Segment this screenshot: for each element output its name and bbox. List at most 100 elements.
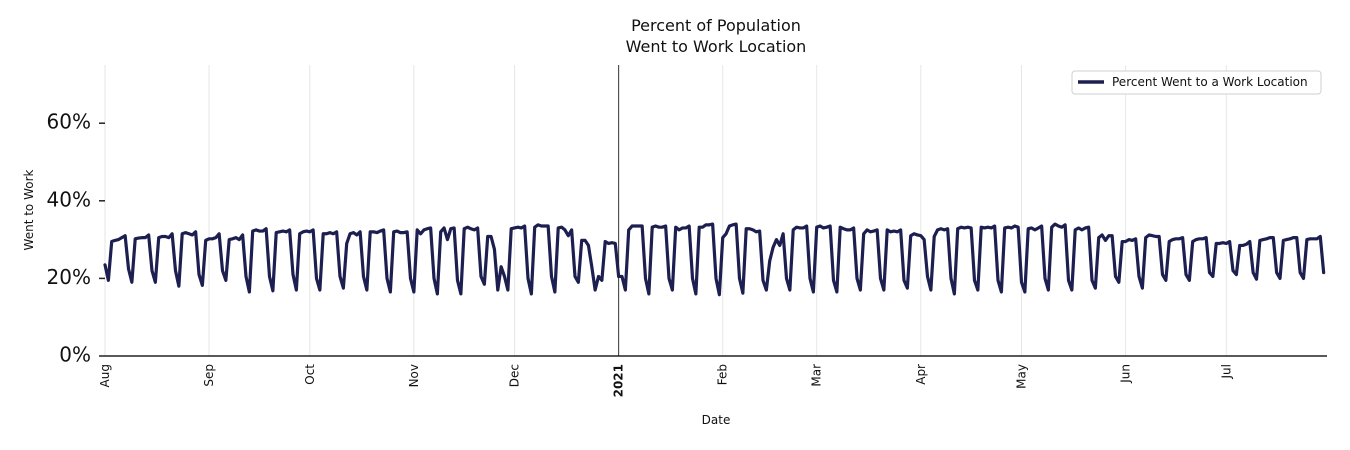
data-point (718, 293, 721, 296)
data-point (436, 293, 439, 295)
data-point (117, 238, 120, 241)
data-point (903, 279, 905, 282)
data-point (742, 292, 744, 294)
data-point (433, 277, 435, 280)
data-point (272, 290, 274, 292)
data-point (164, 235, 167, 238)
data-point (1201, 238, 1204, 240)
data-point (1252, 271, 1254, 274)
data-point (1034, 229, 1036, 231)
data-point (1074, 229, 1077, 231)
data-point (1151, 234, 1154, 237)
data-point (614, 242, 617, 245)
data-point (862, 232, 865, 235)
data-point (1027, 227, 1030, 230)
y-tick-label: 40% (47, 187, 91, 211)
data-point (550, 275, 553, 278)
data-point (1144, 236, 1147, 239)
data-point (322, 232, 325, 235)
data-point (1171, 238, 1174, 241)
data-point (476, 227, 479, 229)
data-point (956, 227, 959, 230)
x-tick-label: Sep (202, 364, 216, 387)
data-point (876, 229, 878, 231)
data-point (406, 231, 408, 233)
data-point (950, 277, 952, 280)
data-point (1269, 236, 1271, 239)
data-point (507, 289, 509, 291)
data-point (590, 265, 593, 268)
data-point (409, 277, 412, 280)
data-point (503, 275, 506, 278)
data-point (540, 225, 543, 227)
data-point (604, 240, 607, 243)
data-point (980, 226, 983, 228)
data-point (728, 225, 731, 227)
data-point (695, 293, 697, 295)
data-point (1084, 227, 1087, 229)
data-point (802, 227, 805, 229)
data-point (1020, 281, 1023, 284)
data-point (775, 238, 778, 241)
data-point (765, 289, 768, 291)
data-point (926, 275, 929, 278)
data-point (245, 275, 247, 278)
data-point (1316, 238, 1318, 240)
data-point (282, 230, 284, 232)
data-point (1262, 238, 1265, 241)
data-point (768, 260, 771, 262)
data-point (104, 264, 106, 266)
data-point (402, 231, 405, 234)
data-point (1238, 244, 1241, 247)
data-point (1279, 277, 1281, 280)
data-point (580, 239, 583, 242)
series-points (104, 223, 1325, 296)
x-tick-label: Dec (508, 364, 522, 387)
data-point (829, 225, 831, 227)
data-point (909, 234, 912, 237)
data-point (782, 232, 784, 235)
data-point (174, 269, 177, 272)
data-point (456, 279, 459, 282)
data-point (500, 265, 502, 268)
data-point (691, 277, 694, 280)
data-point (856, 277, 858, 280)
data-point (1054, 223, 1056, 225)
data-point (560, 226, 563, 228)
data-point (688, 225, 690, 227)
data-point (738, 277, 741, 280)
data-point (1309, 238, 1312, 240)
data-point (755, 231, 758, 233)
chart-title-line-1: Percent of Population (631, 16, 801, 35)
data-point (154, 281, 157, 284)
data-point (533, 226, 536, 228)
data-point (231, 238, 234, 240)
legend-box (1071, 70, 1322, 95)
data-point (1057, 225, 1060, 227)
data-point (107, 279, 110, 282)
data-point (1148, 234, 1150, 236)
data-point (1188, 279, 1191, 282)
data-point (419, 232, 422, 235)
data-point (342, 287, 345, 289)
data-point (490, 235, 492, 238)
data-point (1141, 287, 1144, 289)
data-point (1067, 279, 1070, 282)
data-point (983, 227, 986, 229)
data-point (1158, 235, 1160, 238)
data-point (1181, 236, 1184, 239)
data-point (120, 236, 123, 239)
data-point (1232, 269, 1234, 272)
data-point (473, 229, 476, 231)
data-point (564, 229, 566, 231)
chart-title-line-2: Went to Work Location (626, 37, 807, 56)
data-point (684, 227, 687, 229)
data-point (275, 231, 278, 234)
data-point (372, 231, 375, 233)
data-point (325, 232, 328, 235)
data-point (661, 226, 664, 228)
data-point (611, 241, 613, 244)
data-point (1306, 238, 1308, 241)
data-point (1255, 278, 1258, 280)
data-point (1245, 243, 1248, 246)
